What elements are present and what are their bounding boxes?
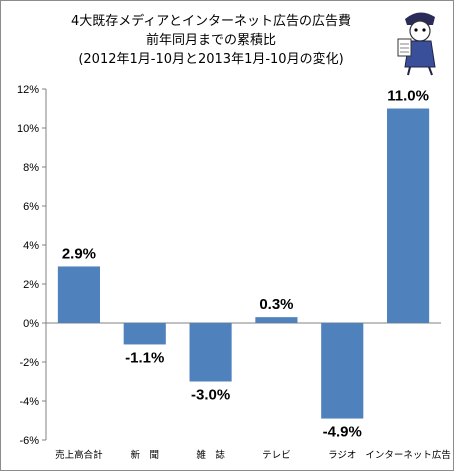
y-tick-label: 12% <box>17 84 39 96</box>
y-tick-label: -2% <box>19 357 39 369</box>
y-axis: 12% 10% 8% 6% 4% 2% 0% -2% -4% -6% <box>17 84 441 447</box>
bar <box>189 323 232 382</box>
y-tick-label: -4% <box>19 396 39 408</box>
title-line-2: 前年同月までの累積比 <box>146 32 276 48</box>
y-tick-label: 6% <box>23 201 39 213</box>
mascot-illustration <box>397 12 436 76</box>
title-line-1: 4大既存メディアとインターネット広告の広告費 <box>71 13 351 29</box>
data-label: 2.9% <box>62 245 96 262</box>
data-label: -1.1% <box>125 349 164 366</box>
y-tick-label: 2% <box>23 279 39 291</box>
mascot-legs <box>407 66 433 76</box>
bar <box>123 323 166 345</box>
data-label: 0.3% <box>259 296 293 313</box>
data-label: -3.0% <box>191 387 230 404</box>
y-tick-label: 0% <box>23 318 39 330</box>
mascot-eye-right <box>422 28 426 32</box>
mascot-body <box>404 40 436 68</box>
category-label: ラジオ <box>328 450 356 461</box>
y-tick-label: 8% <box>23 162 39 174</box>
title-line-3: (2012年1月-10月と2013年1月-10月の変化) <box>78 51 343 67</box>
y-tick-label: 10% <box>17 123 39 135</box>
bar <box>321 323 364 419</box>
mascot-face <box>409 20 431 42</box>
chart-title: 4大既存メディアとインターネット広告の広告費 前年同月までの累積比 (2012年… <box>71 13 351 67</box>
category-label: テレビ <box>262 450 291 461</box>
category-label: 雑 誌 <box>196 449 225 461</box>
y-tick-label: 4% <box>23 240 39 252</box>
data-labels: 2.9% -1.1% -3.0% 0.3% -4.9% 11.0% <box>62 88 429 441</box>
mascot-cap <box>405 12 435 25</box>
y-tick-label: -6% <box>19 435 39 447</box>
bar <box>57 266 100 323</box>
category-label: 売上高合計 <box>55 449 103 461</box>
bar-series <box>57 108 430 419</box>
data-label: 11.0% <box>387 88 429 105</box>
data-label: -4.9% <box>323 424 362 441</box>
category-label: 新 聞 <box>130 449 159 461</box>
category-labels: 売上高合計 新 聞 雑 誌 テレビ ラジオ インターネット広告 <box>55 449 451 461</box>
category-label: インターネット広告 <box>365 449 451 461</box>
bar <box>387 108 430 323</box>
bar <box>255 317 298 323</box>
mascot-paper <box>397 38 412 57</box>
mascot-eye-left <box>414 28 418 32</box>
